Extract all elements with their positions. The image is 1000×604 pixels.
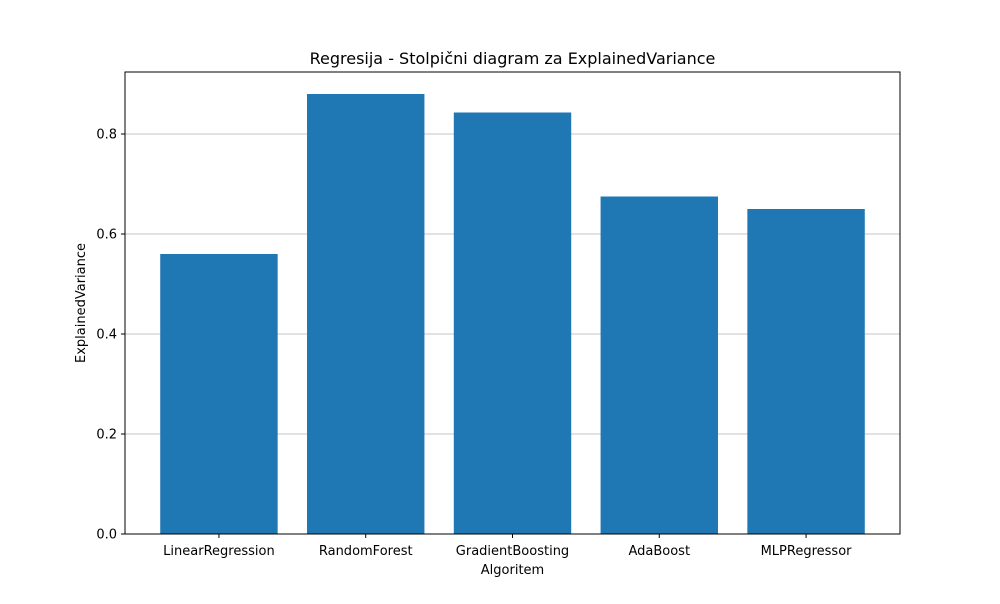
bar-linearregression bbox=[160, 254, 278, 534]
y-tick-label: 0.4 bbox=[96, 328, 117, 343]
x-axis-ticks: LinearRegression RandomForest GradientBoos… bbox=[163, 534, 852, 559]
y-axis-label: ExplainedVariance bbox=[74, 243, 89, 363]
y-tick-label: 0.0 bbox=[96, 528, 117, 543]
x-axis-label: Algoritem bbox=[481, 563, 544, 578]
bar-randomforest bbox=[307, 94, 425, 534]
x-tick-label: GradientBoosting bbox=[456, 544, 569, 559]
x-tick-label: MLPRegressor bbox=[761, 544, 853, 559]
y-tick-label: 0.8 bbox=[96, 128, 117, 143]
x-tick-label: RandomForest bbox=[319, 544, 413, 559]
bar-adaboost bbox=[600, 196, 718, 534]
bar-gradientboosting bbox=[453, 112, 572, 534]
x-tick-label: AdaBoost bbox=[628, 544, 690, 559]
chart-title: Regresija - Stolpični diagram za Explain… bbox=[310, 49, 716, 68]
y-tick-label: 0.6 bbox=[96, 228, 117, 243]
bar-mlpregressor bbox=[747, 209, 865, 534]
bars bbox=[160, 94, 865, 534]
y-axis-ticks: 0.0 0.2 0.4 0.6 0.8 bbox=[96, 128, 125, 543]
x-tick-label: LinearRegression bbox=[163, 544, 275, 559]
y-tick-label: 0.2 bbox=[96, 428, 117, 443]
